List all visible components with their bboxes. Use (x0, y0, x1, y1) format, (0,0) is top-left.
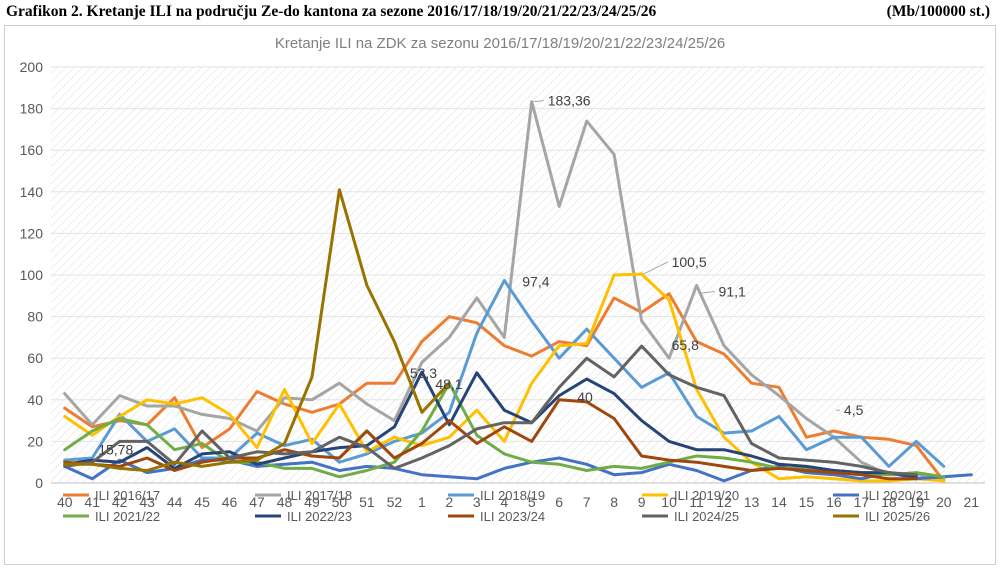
x-tick-label: 11 (689, 494, 704, 510)
x-tick-label: 7 (583, 494, 591, 510)
x-tick-label: 52 (387, 494, 403, 510)
x-tick-label: 6 (555, 494, 563, 510)
legend-label: ILI 2023/24 (480, 509, 545, 524)
x-tick-label: 51 (359, 494, 375, 510)
chart-title: Kretanje ILI na ZDK za sezonu 2016/17/18… (275, 35, 725, 52)
x-tick-label: 16 (826, 494, 842, 510)
x-tick-label: 9 (638, 494, 646, 510)
x-tick-label: 8 (610, 494, 618, 510)
x-tick-label: 12 (716, 494, 732, 510)
legend-label: ILI 2020/21 (865, 488, 930, 503)
legend-label: ILI 2018/19 (480, 488, 545, 503)
data-label: 53,3 (410, 365, 437, 381)
x-axis-ticks: 40 41 42 43 44 45 46 47 48 49 50 51 52 1 2 3 4 5 6 7 8 9 10 11 1… (57, 494, 979, 510)
data-label: 4,5 (844, 402, 864, 418)
x-tick-label: 45 (194, 494, 210, 510)
legend-label: ILI 2025/26 (865, 509, 930, 524)
legend-label: ILI 2019/20 (674, 488, 739, 503)
series-line-ili-2022-23 (63, 370, 918, 479)
x-tick-label: 13 (744, 494, 760, 510)
y-tick-label: 100 (20, 267, 44, 283)
x-tick-label: 44 (167, 494, 183, 510)
y-tick-label: 120 (20, 225, 44, 241)
x-tick-label: 21 (963, 494, 979, 510)
y-tick-label: 60 (27, 350, 43, 366)
x-tick-label: 47 (249, 494, 265, 510)
x-tick-label: 48 (277, 494, 293, 510)
annotation-leader-line (533, 100, 544, 103)
series-line-ili-2025-26 (63, 188, 451, 472)
series-line-ili-2018-19 (63, 278, 946, 468)
annotation-leader-line (698, 291, 715, 295)
legend-label: ILI 2021/22 (95, 509, 160, 524)
legend: ILI 2016/17 ILI 2017/18 ILI 2018/19 ILI 201… (63, 488, 930, 524)
data-label: 48,1 (435, 376, 462, 392)
y-tick-label: 0 (35, 475, 43, 491)
x-tick-label: 40 (57, 494, 73, 510)
x-tick-label: 18 (881, 494, 897, 510)
x-tick-label: 43 (139, 494, 155, 510)
x-tick-label: 49 (304, 494, 320, 510)
y-tick-label: 140 (20, 184, 44, 200)
x-tick-label: 5 (528, 494, 536, 510)
y-tick-label: 160 (20, 142, 44, 158)
data-label: 15,78 (98, 442, 133, 458)
x-tick-label: 14 (771, 494, 787, 510)
x-tick-label: 42 (112, 494, 128, 510)
data-label: 183,36 (548, 93, 591, 109)
y-tick-label: 200 (20, 59, 44, 75)
x-tick-label: 15 (799, 494, 815, 510)
series-line-ili-2019-20 (63, 272, 946, 483)
y-tick-label: 80 (27, 309, 43, 325)
data-label: 91,1 (719, 284, 746, 300)
series-line-ili-2017-18 (63, 100, 946, 481)
ili-line-chart: Kretanje ILI na ZDK za sezonu 2016/17/18… (20, 35, 985, 524)
data-label: 65,8 (672, 337, 699, 353)
series-line-ili-2023-24 (63, 398, 918, 481)
x-tick-label: 3 (473, 494, 481, 510)
x-tick-label: 4 (500, 494, 508, 510)
data-annotations: 15,78 183,36 97,4 100,5 91,1 53,348,1 65,8 40 4,… (98, 93, 863, 458)
data-label: 40 (577, 389, 593, 405)
x-tick-label: 10 (661, 494, 677, 510)
y-tick-label: 20 (27, 433, 43, 449)
y-tick-label: 40 (27, 392, 43, 408)
data-label: 97,4 (522, 273, 549, 289)
legend-label: ILI 2017/18 (287, 488, 352, 503)
x-tick-label: 41 (84, 494, 100, 510)
data-label: 100,5 (672, 254, 707, 270)
x-tick-label: 2 (445, 494, 453, 510)
annotation-leader-line (643, 261, 668, 275)
x-tick-label: 20 (936, 494, 952, 510)
y-axis-ticks: 0 20 40 60 80 100 120 140 160 180 200 (20, 59, 44, 491)
x-tick-label: 1 (418, 494, 426, 510)
y-tick-label: 180 (20, 101, 44, 117)
unit-label: (Mb/100000 st.) (886, 3, 990, 20)
x-tick-label: 46 (222, 494, 238, 510)
legend-label: ILI 2022/23 (287, 509, 352, 524)
x-tick-label: 17 (854, 494, 870, 510)
series-line-ili-2024-25 (63, 344, 918, 477)
chart-frame: Kretanje ILI na ZDK za sezonu 2016/17/18… (4, 25, 996, 565)
legend-label: ILI 2016/17 (95, 488, 160, 503)
series-lines (63, 100, 973, 483)
document-title: Grafikon 2. Kretanje ILI na području Ze-… (6, 3, 657, 20)
x-tick-label: 50 (332, 494, 348, 510)
x-tick-label: 19 (909, 494, 925, 510)
legend-label: ILI 2024/25 (674, 509, 739, 524)
